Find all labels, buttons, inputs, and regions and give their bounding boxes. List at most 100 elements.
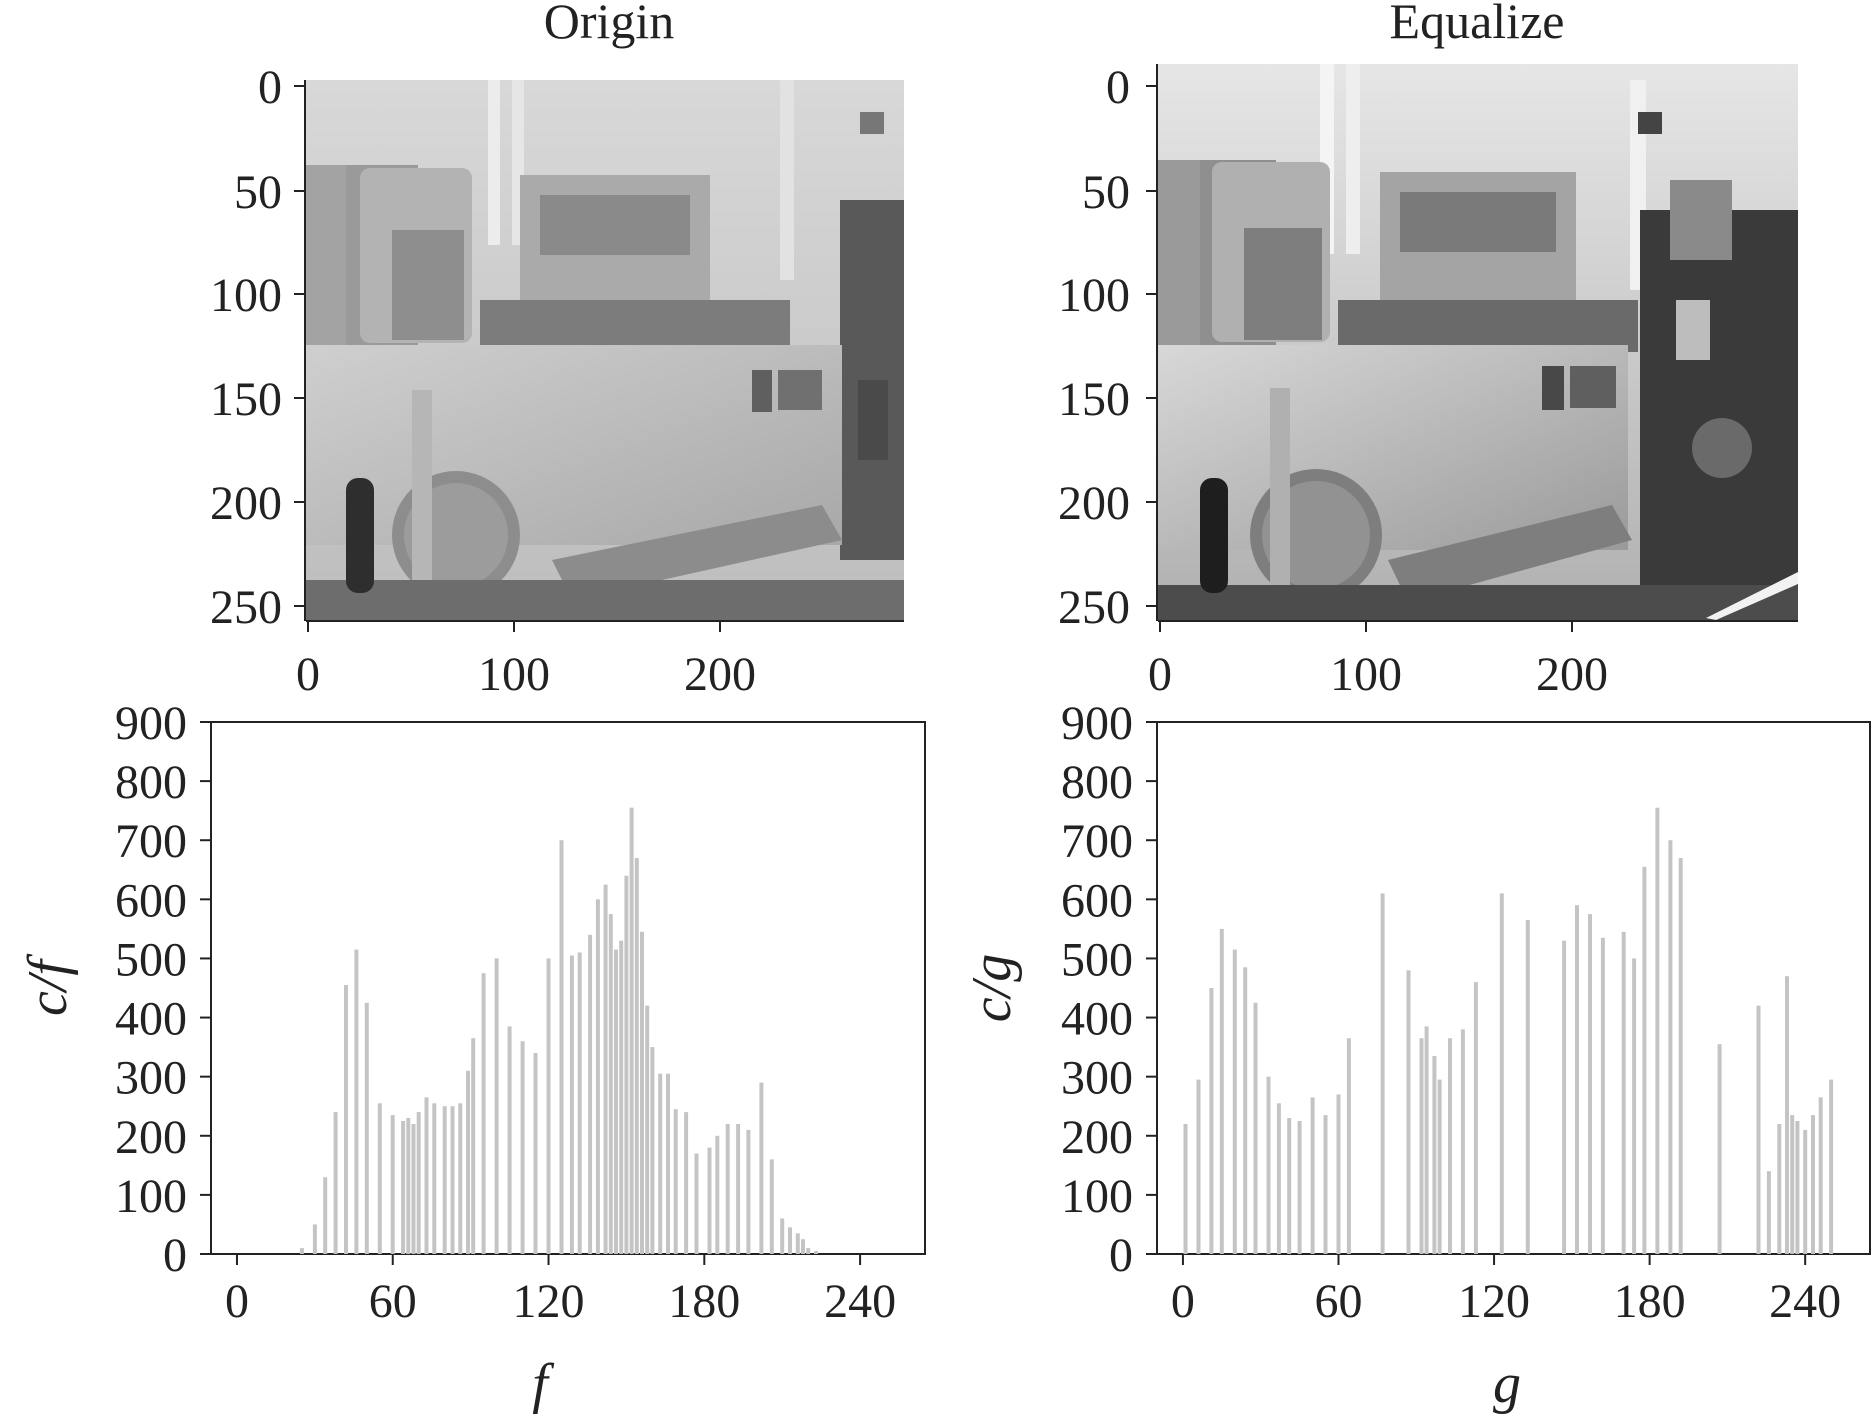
histogram-g-bar	[1276, 1103, 1281, 1254]
histogram-g-ylabel: c/g	[961, 954, 1023, 1022]
histogram-f-bar	[569, 955, 574, 1254]
svg-text:500: 500	[115, 933, 187, 986]
svg-text:0: 0	[1106, 61, 1130, 114]
svg-text:120: 120	[513, 1275, 585, 1328]
histogram-g-bar	[1219, 928, 1224, 1254]
svg-text:400: 400	[1061, 993, 1133, 1046]
histogram-f-ytick-900: 900	[115, 697, 211, 750]
histogram-f-ytick-200: 200	[115, 1111, 211, 1164]
histogram-f-bar	[634, 858, 639, 1254]
histogram-f-ytick-300: 300	[115, 1052, 211, 1105]
histogram-g-bar	[1600, 937, 1605, 1254]
histogram-f-ytick-600: 600	[115, 874, 211, 927]
svg-text:0: 0	[1109, 1229, 1133, 1282]
histogram-g-bar	[1621, 931, 1626, 1254]
histogram-f-bar	[795, 1233, 800, 1254]
origin-image-xtick-0: 0	[296, 621, 320, 701]
histogram-g-xlabel: g	[1493, 1353, 1521, 1415]
origin-image-xtick-1: 100	[478, 621, 550, 701]
histogram-f-xlabel: f	[532, 1353, 555, 1415]
svg-text:200: 200	[1536, 648, 1608, 701]
histogram-g-bar	[1499, 893, 1504, 1254]
histogram-g-bar	[1310, 1097, 1315, 1254]
histogram-g-ytick-200: 200	[1061, 1111, 1157, 1164]
histogram-g-ytick-800: 800	[1061, 756, 1157, 809]
origin-image-ytick-150: 150	[210, 373, 305, 426]
svg-text:0: 0	[296, 648, 320, 701]
histogram-g-xtick-240: 240	[1769, 1254, 1841, 1328]
svg-text:800: 800	[1061, 756, 1133, 809]
equalize-image-ytick-0: 0	[1106, 61, 1157, 114]
equalize-image-x-axis: 0 100 200	[1148, 620, 1798, 701]
histogram-g-bar	[1473, 982, 1478, 1254]
histogram-g-bar	[1183, 1124, 1188, 1254]
origin-image-panel: Origin	[210, 0, 904, 701]
histogram-f-bar	[411, 1124, 416, 1254]
origin-photo	[306, 80, 904, 620]
histogram-g-xtick-0: 0	[1171, 1254, 1195, 1328]
histogram-f-bar	[466, 1070, 470, 1254]
histogram-g-bar	[1655, 807, 1660, 1254]
histogram-g-bar	[1642, 866, 1647, 1254]
histogram-g-bar	[1432, 1056, 1437, 1254]
equalize-image-panel: Equalize	[1058, 0, 1798, 701]
histogram-g-bar	[1297, 1121, 1302, 1254]
histogram-f-panel: 0 60 120 180 240 0 100 200 300 400 500 600 700 800 90…	[17, 697, 926, 1415]
histogram-f-bar	[666, 1073, 670, 1254]
histogram-f-xtick-0: 0	[225, 1254, 249, 1328]
svg-text:400: 400	[115, 993, 187, 1046]
svg-text:240: 240	[824, 1275, 896, 1328]
svg-text:700: 700	[115, 815, 187, 868]
histogram-f-bar	[619, 940, 624, 1254]
histogram-g-bar	[1448, 1038, 1452, 1254]
svg-text:300: 300	[115, 1052, 187, 1105]
svg-text:250: 250	[210, 581, 282, 634]
equalize-title: Equalize	[1390, 0, 1565, 49]
svg-text:60: 60	[369, 1275, 417, 1328]
histogram-g-bar	[1196, 1079, 1201, 1254]
equalize-image-xtick-0: 0	[1148, 621, 1172, 701]
histogram-g-bar	[1232, 949, 1237, 1254]
histogram-f-xtick-240: 240	[824, 1254, 896, 1328]
histogram-f-bar	[559, 840, 564, 1254]
histogram-f-bar	[673, 1109, 678, 1254]
histogram-f-bar	[780, 1218, 785, 1254]
histogram-g-bar	[1588, 914, 1592, 1254]
histogram-f-bar	[624, 875, 629, 1254]
histogram-g-bar	[1790, 1115, 1795, 1254]
histogram-f-x-ticks: 0 60 120 180 240	[225, 1254, 896, 1328]
histogram-f-bar	[694, 1153, 699, 1254]
svg-text:200: 200	[684, 648, 756, 701]
svg-text:180: 180	[668, 1275, 740, 1328]
svg-text:500: 500	[1061, 933, 1133, 986]
svg-text:600: 600	[1061, 874, 1133, 927]
histogram-f-ytick-500: 500	[115, 933, 211, 986]
histogram-f-bar	[595, 899, 600, 1254]
histogram-f-bar	[640, 931, 644, 1254]
histogram-g-y-ticks: 0 100 200 300 400 500 600 700 800 900	[1061, 697, 1157, 1282]
histogram-g-bar	[1575, 905, 1579, 1254]
histogram-g-bar	[1287, 1118, 1292, 1254]
histogram-g-ytick-400: 400	[1061, 993, 1157, 1046]
svg-text:800: 800	[115, 756, 187, 809]
histogram-f-bar	[603, 884, 608, 1254]
histogram-g-bar	[1717, 1044, 1722, 1254]
histogram-f-bar	[333, 1112, 338, 1254]
equalize-image-ytick-250: 250	[1058, 581, 1157, 634]
svg-text:700: 700	[1061, 815, 1133, 868]
svg-text:100: 100	[1058, 269, 1130, 322]
histogram-f-xtick-180: 180	[668, 1254, 740, 1328]
svg-text:150: 150	[210, 373, 282, 426]
histogram-g-bar	[1756, 1005, 1761, 1254]
origin-image-y-axis: 0 50 100 150 200 250	[210, 61, 306, 634]
histogram-f-bar	[442, 1106, 447, 1254]
histogram-f-ytick-800: 800	[115, 756, 211, 809]
histogram-f-bar	[759, 1082, 764, 1254]
histogram-f-frame	[210, 721, 926, 1255]
svg-text:100: 100	[210, 269, 282, 322]
histogram-f-bar	[323, 1177, 328, 1254]
histogram-g-bar	[1209, 988, 1214, 1254]
histogram-f-ytick-100: 100	[115, 1170, 211, 1223]
svg-text:50: 50	[234, 166, 282, 219]
